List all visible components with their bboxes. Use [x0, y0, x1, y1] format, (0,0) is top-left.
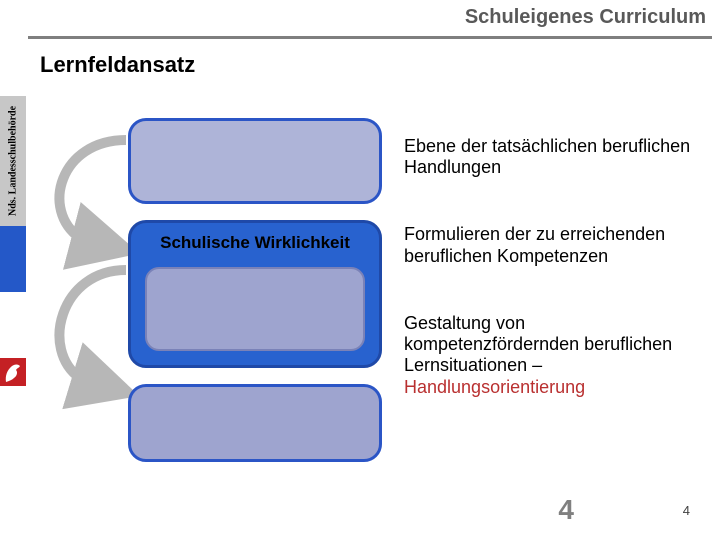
- page-title: Schuleigenes Curriculum: [465, 6, 706, 29]
- text-level-2: Formulieren der zu erreichenden beruflic…: [404, 224, 704, 266]
- box-level-1: [128, 118, 382, 204]
- sidebar-seg-grey: Nds. Landesschulbehörde: [0, 96, 26, 226]
- text-column: Ebene der tatsächlichen beruflichen Hand…: [404, 136, 704, 398]
- sidebar-seg-white: [0, 292, 26, 358]
- header-rule: [28, 36, 712, 39]
- subtitle: Lernfeldansatz: [40, 52, 195, 78]
- text-level-1: Ebene der tatsächlichen beruflichen Hand…: [404, 136, 704, 178]
- text-level-3-main: Gestaltung von kompetenzfördernden beruf…: [404, 313, 672, 375]
- connector-arrows: [30, 120, 138, 440]
- text-level-3-accent: Handlungsorientierung: [404, 377, 585, 397]
- page-number-big: 4: [558, 494, 574, 526]
- sidebar-strip: Nds. Landesschulbehörde: [0, 96, 26, 356]
- sidebar-seg-blue: [0, 226, 26, 292]
- emblem-horse: [0, 358, 26, 386]
- page-number-small: 4: [683, 503, 690, 518]
- box-level-2-label: Schulische Wirklichkeit: [131, 233, 379, 253]
- box-level-2: Schulische Wirklichkeit: [128, 220, 382, 368]
- sidebar-label: Nds. Landesschulbehörde: [8, 106, 19, 216]
- box-column: Schulische Wirklichkeit: [128, 118, 382, 478]
- box-level-2-inner: [145, 267, 365, 351]
- text-level-3: Gestaltung von kompetenzfördernden beruf…: [404, 313, 704, 398]
- box-level-3: [128, 384, 382, 462]
